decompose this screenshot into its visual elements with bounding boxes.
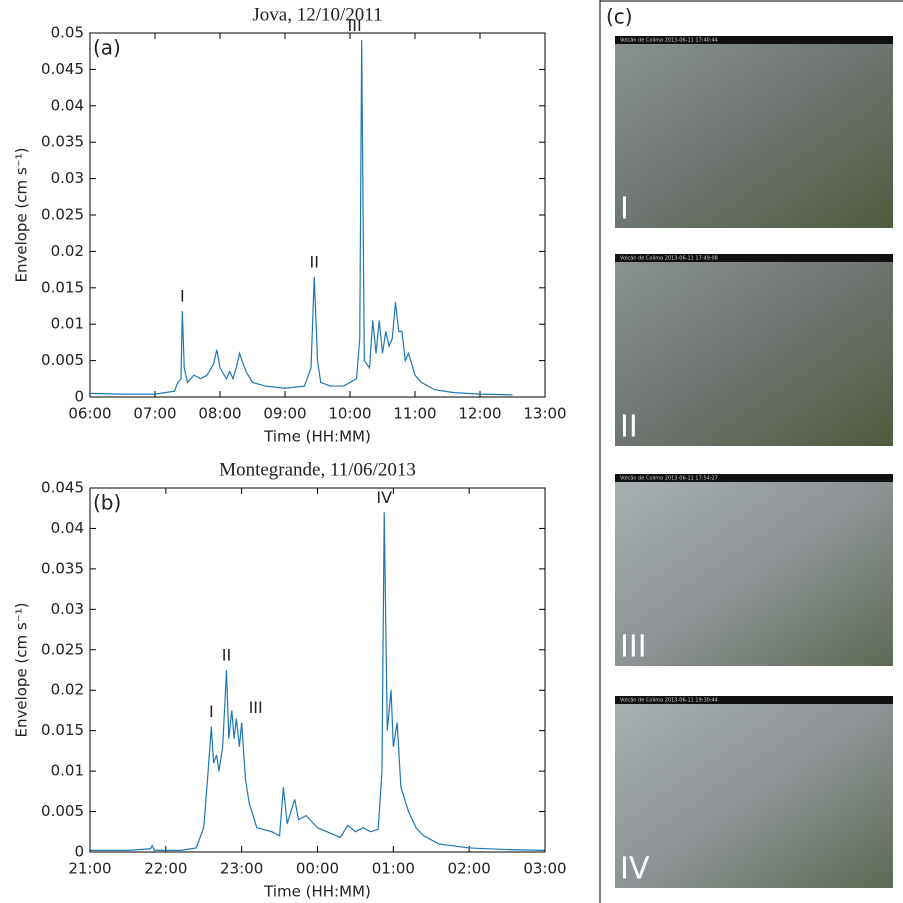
- y-tick-label: 0.05: [51, 24, 84, 42]
- x-tick-label: 07:00: [133, 405, 176, 423]
- plot-frame: [89, 32, 546, 398]
- y-tick-label: 0.04: [51, 519, 84, 537]
- y-tick-label: 0.005: [41, 351, 84, 369]
- y-tick-label: 0.01: [51, 762, 84, 780]
- x-tick-label: 00:00: [296, 860, 339, 878]
- chart-title: Jova, 12/10/2011: [252, 4, 382, 25]
- panel-label: (b): [93, 491, 121, 515]
- y-tick-label: 0.005: [41, 802, 84, 820]
- y-tick-label: 0.02: [51, 681, 84, 699]
- y-tick-label: 0.03: [51, 600, 84, 618]
- data-line: [90, 512, 546, 851]
- x-tick-label: 01:00: [372, 860, 415, 878]
- x-tick-label: 09:00: [263, 405, 306, 423]
- y-tick-label: 0.015: [41, 721, 84, 739]
- photo-caption: Volcán de Colima 2013-06-11 19:30:44: [620, 697, 718, 704]
- y-tick-label: 0: [74, 843, 84, 861]
- y-axis-label: Envelope (cm s⁻¹): [13, 147, 31, 282]
- x-tick-label: 21:00: [68, 860, 111, 878]
- photo-label: I: [620, 192, 629, 227]
- photo-caption: Volcán de Colima 2013-06-11 17:40:44: [620, 37, 718, 44]
- photo-header: [615, 254, 893, 262]
- y-tick-label: 0.015: [41, 278, 84, 296]
- x-tick-label: 23:00: [220, 860, 263, 878]
- annotation: II: [222, 646, 231, 665]
- photo-caption: Volcán de Colima 2013-06-11 17:54:27: [620, 475, 718, 482]
- photo-label: II: [620, 410, 638, 445]
- annotation: IV: [376, 488, 392, 507]
- x-axis-label: Time (HH:MM): [263, 883, 371, 901]
- photo-caption: Volcán de Colima 2013-06-11 17:49:08: [620, 255, 718, 262]
- annotation: III: [249, 698, 263, 717]
- x-tick-label: 08:00: [198, 405, 241, 423]
- x-tick-label: 13:00: [523, 405, 566, 423]
- photo-header: [615, 696, 893, 704]
- y-tick-label: 0.04: [51, 96, 84, 114]
- photo: [615, 474, 893, 666]
- annotation: I: [180, 287, 185, 306]
- annotation: II: [310, 252, 319, 271]
- x-tick-label: 12:00: [458, 405, 501, 423]
- x-tick-label: 03:00: [523, 860, 566, 878]
- photo-header: [615, 36, 893, 44]
- annotation: III: [348, 16, 362, 35]
- y-tick-label: 0.03: [51, 169, 84, 187]
- y-tick-label: 0.025: [41, 640, 84, 658]
- x-tick-label: 22:00: [144, 860, 187, 878]
- x-tick-label: 02:00: [448, 860, 491, 878]
- panel-label: (c): [606, 5, 633, 29]
- x-tick-label: 10:00: [328, 405, 371, 423]
- photo-label: III: [620, 630, 647, 665]
- y-tick-label: 0.035: [41, 559, 84, 577]
- photo-label: IV: [620, 852, 650, 887]
- y-tick-label: 0.025: [41, 206, 84, 224]
- x-axis-label: Time (HH:MM): [263, 428, 371, 446]
- x-tick-label: 06:00: [68, 405, 111, 423]
- photo: [615, 254, 893, 446]
- y-tick-label: 0.035: [41, 133, 84, 151]
- photo: [615, 36, 893, 228]
- y-tick-label: 0.045: [41, 60, 84, 78]
- y-tick-label: 0: [74, 388, 84, 406]
- panel-label: (a): [93, 36, 121, 60]
- y-tick-label: 0.02: [51, 242, 84, 260]
- plot-frame: [89, 487, 546, 853]
- y-tick-label: 0.045: [41, 479, 84, 497]
- y-tick-label: 0.01: [51, 315, 84, 333]
- x-tick-label: 11:00: [393, 405, 436, 423]
- annotation: I: [209, 702, 214, 721]
- y-axis-label: Envelope (cm s⁻¹): [13, 602, 31, 737]
- photo: [615, 696, 893, 888]
- data-line: [89, 40, 513, 396]
- chart-title: Montegrande, 11/06/2013: [219, 459, 416, 480]
- photo-header: [615, 474, 893, 482]
